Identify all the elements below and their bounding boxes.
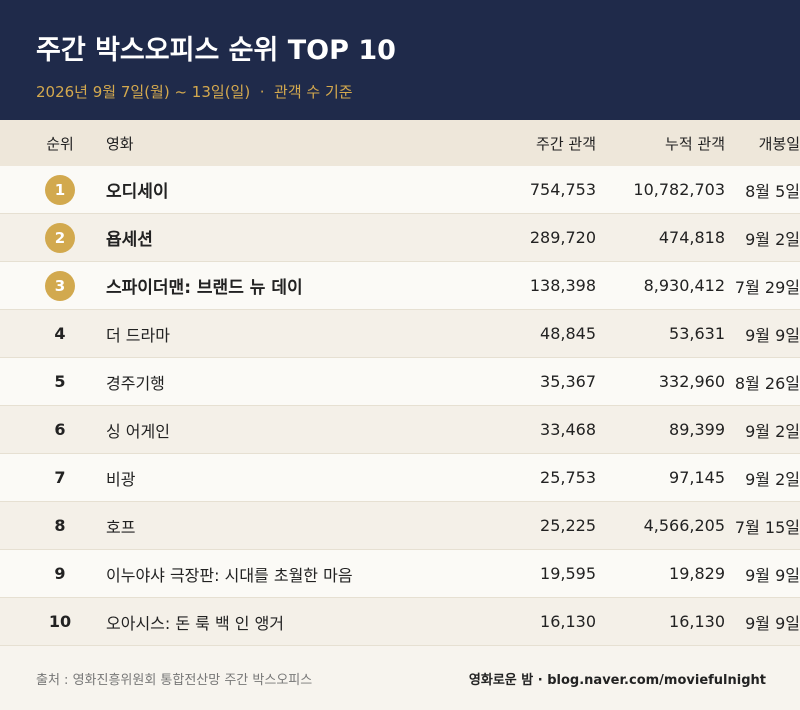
weekly-audience: 25,225 — [540, 516, 596, 535]
table: 순위 영화 주간 관객 누적 관객 개봉일 1 오디세이 754,753 10,782,703 8… — [0, 120, 800, 646]
cumulative-audience: 474,818 — [658, 228, 725, 247]
movie-title: 호프 — [106, 517, 136, 537]
column-header: 영화 — [106, 134, 134, 153]
cumulative-audience: 4,566,205 — [643, 516, 725, 535]
rank-cell: 7 — [0, 468, 120, 487]
rank: 10 — [48, 612, 72, 631]
weekly-audience: 19,595 — [540, 564, 596, 583]
release-date: 9월 9일 — [745, 325, 800, 345]
column-header: 누적 관객 — [665, 134, 725, 153]
rank: 9 — [54, 564, 66, 583]
release-date: 9월 2일 — [745, 229, 800, 249]
rank: 3 — [45, 270, 75, 301]
cumulative-audience: 10,782,703 — [633, 180, 725, 199]
rank-cell: 8 — [0, 516, 120, 535]
release-date: 9월 2일 — [745, 421, 800, 441]
rank-cell: 2 — [0, 222, 120, 253]
movie-title: 스파이더맨: 브랜드 뉴 데이 — [106, 278, 303, 298]
movie-title: 오디세이 — [106, 182, 169, 202]
rank: 2 — [45, 222, 75, 253]
rank: 8 — [54, 516, 66, 535]
cumulative-audience: 332,960 — [658, 372, 725, 391]
weekly-audience: 48,845 — [540, 324, 596, 343]
weekly-audience: 754,753 — [529, 180, 596, 199]
weekly-audience: 25,753 — [540, 468, 596, 487]
movie-title: 욥세션 — [106, 230, 153, 250]
rank-cell: 1 — [0, 174, 120, 205]
weekly-audience: 138,398 — [529, 276, 596, 295]
title: 주간 박스오피스 순위 TOP 10 — [36, 35, 396, 66]
column-header: 개봉일 — [758, 134, 800, 153]
header-row: 순위 영화 주간 관객 누적 관객 개봉일 — [0, 120, 800, 166]
weekly-audience: 33,468 — [540, 420, 596, 439]
table-row: 9 이누야샤 극장판: 시대를 초월한 마음 19,595 19,829 9월 9일 — [0, 550, 800, 598]
weekly-audience: 289,720 — [529, 228, 596, 247]
column-header: 주간 관객 — [536, 134, 596, 153]
table-row: 5 경주기행 35,367 332,960 8월 26일 — [0, 358, 800, 406]
table-row: 3 스파이더맨: 브랜드 뉴 데이 138,398 8,930,412 7월 29일 — [0, 262, 800, 310]
rank-cell: 6 — [0, 420, 120, 439]
table-row: 4 더 드라마 48,845 53,631 9월 9일 — [0, 310, 800, 358]
movie-title: 비광 — [106, 469, 136, 489]
rank: 7 — [54, 468, 66, 487]
column-header: 순위 — [46, 134, 74, 153]
rank: 4 — [54, 324, 66, 343]
rank-cell: 4 — [0, 324, 120, 343]
table-row: 1 오디세이 754,753 10,782,703 8월 5일 — [0, 166, 800, 214]
weekly-audience: 16,130 — [540, 612, 596, 631]
movie-title: 이누야샤 극장판: 시대를 초월한 마음 — [106, 565, 353, 585]
header: 주간 박스오피스 순위 TOP 10 2026년 9월 7일(월) ~ 13일(… — [0, 0, 800, 120]
footer: 출처 : 영화진흥위원회 통합전산망 주간 박스오피스 영화로운 밤 · blo… — [0, 646, 800, 710]
period: 2026년 9월 7일(월) ~ 13일(일) — [36, 83, 251, 101]
weekly-audience: 35,367 — [540, 372, 596, 391]
rank: 6 — [54, 420, 66, 439]
table-row: 2 욥세션 289,720 474,818 9월 2일 — [0, 214, 800, 262]
release-date: 9월 9일 — [745, 613, 800, 633]
rank: 5 — [54, 372, 66, 391]
rank-cell: 5 — [0, 372, 120, 391]
release-date: 7월 29일 — [734, 277, 800, 297]
table-row: 6 싱 어게인 33,468 89,399 9월 2일 — [0, 406, 800, 454]
release-date: 8월 5일 — [745, 181, 800, 201]
rank: 1 — [45, 174, 75, 205]
cumulative-audience: 19,829 — [669, 564, 725, 583]
movie-title: 오아시스: 돈 룩 백 인 앵거 — [106, 613, 285, 633]
rank-cell: 10 — [0, 612, 120, 631]
table-row: 10 오아시스: 돈 룩 백 인 앵거 16,130 16,130 9월 9일 — [0, 598, 800, 646]
basis: 관객 수 기준 — [274, 83, 353, 101]
table-row: 8 호프 25,225 4,566,205 7월 15일 — [0, 502, 800, 550]
cumulative-audience: 16,130 — [669, 612, 725, 631]
movie-title: 싱 어게인 — [106, 421, 170, 441]
movie-title: 경주기행 — [106, 373, 165, 393]
release-date: 8월 26일 — [734, 373, 800, 393]
credit: 영화로운 밤 · blog.naver.com/moviefulnight — [468, 672, 766, 688]
source: 출처 : 영화진흥위원회 통합전산망 주간 박스오피스 — [36, 672, 313, 688]
cumulative-audience: 53,631 — [669, 324, 725, 343]
cumulative-audience: 97,145 — [669, 468, 725, 487]
movie-title: 더 드라마 — [106, 325, 170, 345]
release-date: 9월 9일 — [745, 565, 800, 585]
release-date: 9월 2일 — [745, 469, 800, 489]
rank-cell: 9 — [0, 564, 120, 583]
rank-cell: 3 — [0, 270, 120, 301]
cumulative-audience: 8,930,412 — [643, 276, 725, 295]
table-row: 7 비광 25,753 97,145 9월 2일 — [0, 454, 800, 502]
subtitle: 2026년 9월 7일(월) ~ 13일(일) · 관객 수 기준 — [36, 83, 353, 101]
cumulative-audience: 89,399 — [669, 420, 725, 439]
release-date: 7월 15일 — [734, 517, 800, 537]
